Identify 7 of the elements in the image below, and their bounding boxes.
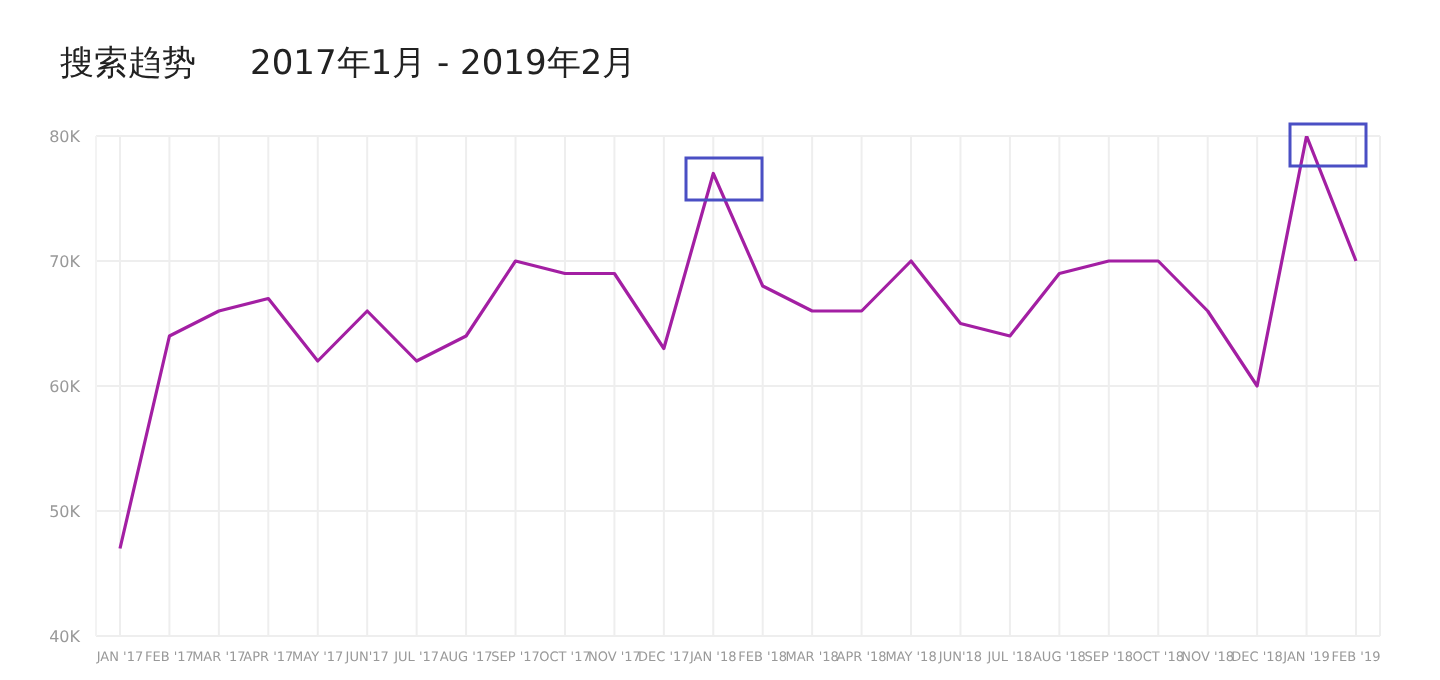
y-tick-label: 40K xyxy=(49,627,82,646)
y-tick-label: 80K xyxy=(49,127,82,146)
chart-title: 搜索趋势 2017年1月 - 2019年2月 xyxy=(60,42,637,86)
y-tick-label: 60K xyxy=(49,377,82,396)
y-tick-label: 70K xyxy=(49,252,82,271)
y-tick-label: 50K xyxy=(49,502,82,521)
line-series xyxy=(118,136,1358,551)
